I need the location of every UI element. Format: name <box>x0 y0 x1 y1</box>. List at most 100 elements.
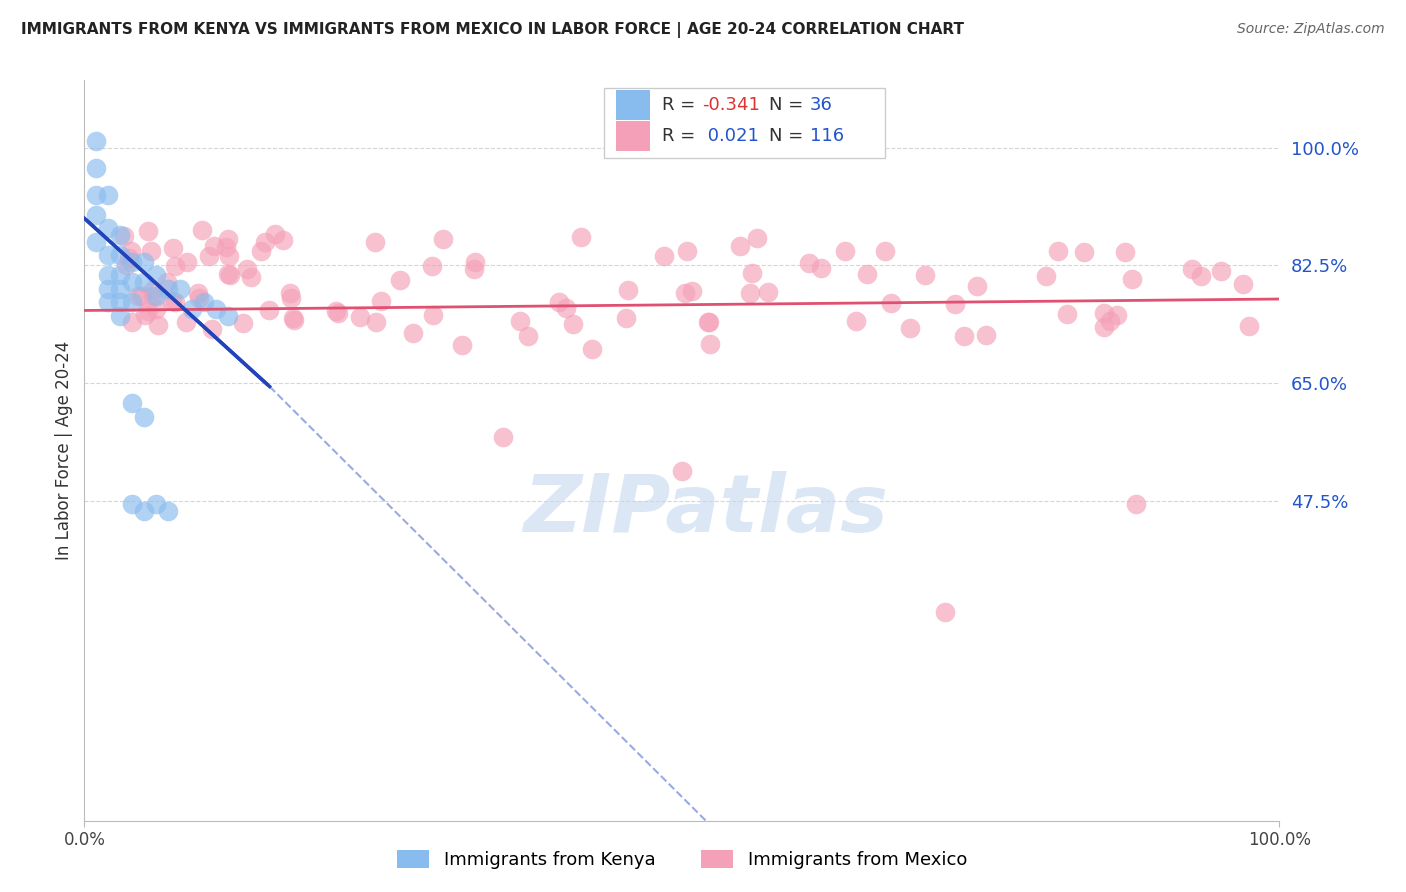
Point <box>193 295 215 310</box>
Point <box>1121 272 1143 286</box>
Point <box>283 310 305 325</box>
Point <box>614 310 637 325</box>
Point <box>217 232 239 246</box>
Point <box>1209 264 1232 278</box>
Point <box>127 289 149 303</box>
Point <box>451 338 474 352</box>
Point <box>616 283 638 297</box>
Text: R =: R = <box>662 95 700 113</box>
Point <box>676 244 699 258</box>
Point <box>121 295 143 310</box>
Point <box>1232 277 1254 292</box>
Point <box>198 249 221 263</box>
Point <box>856 267 879 281</box>
Point <box>139 244 162 259</box>
Point <box>110 309 132 323</box>
Point <box>555 301 578 315</box>
Point <box>432 232 454 246</box>
Point <box>97 282 120 296</box>
Point <box>492 430 515 444</box>
Point <box>240 269 263 284</box>
Point <box>283 313 305 327</box>
Point <box>738 286 761 301</box>
Point <box>1189 269 1212 284</box>
Point <box>271 233 294 247</box>
Point <box>1098 314 1121 328</box>
Point <box>873 244 896 259</box>
Point <box>112 229 135 244</box>
Point <box>115 258 138 272</box>
Text: -0.341: -0.341 <box>702 95 761 113</box>
Point <box>264 227 287 242</box>
Point <box>162 293 184 308</box>
Point <box>232 316 254 330</box>
Point <box>681 284 703 298</box>
Point <box>131 289 153 303</box>
Point <box>1046 244 1069 259</box>
Point <box>1181 261 1204 276</box>
Point <box>943 297 966 311</box>
Point <box>187 286 209 301</box>
Point <box>236 262 259 277</box>
Point <box>756 285 779 299</box>
Point <box>953 328 976 343</box>
Point <box>215 240 238 254</box>
Text: IMMIGRANTS FROM KENYA VS IMMIGRANTS FROM MEXICO IN LABOR FORCE | AGE 20-24 CORRE: IMMIGRANTS FROM KENYA VS IMMIGRANTS FROM… <box>21 22 965 38</box>
Point <box>1114 245 1136 260</box>
Point <box>97 268 120 283</box>
Point <box>145 302 167 317</box>
Point <box>110 248 132 262</box>
Text: N =: N = <box>769 95 808 113</box>
Point <box>1073 244 1095 259</box>
Point <box>280 291 302 305</box>
Bar <box>616 121 650 151</box>
Point <box>121 255 143 269</box>
Point <box>157 504 180 518</box>
Point <box>370 293 392 308</box>
Point <box>145 288 167 302</box>
Point <box>142 289 165 303</box>
Point <box>747 231 769 245</box>
Point <box>86 134 108 148</box>
Point <box>136 224 159 238</box>
Point <box>157 282 180 296</box>
Point <box>136 303 159 318</box>
Text: ZIPatlas: ZIPatlas <box>523 471 889 549</box>
Point <box>934 605 956 619</box>
Point <box>364 315 387 329</box>
Point <box>121 497 143 511</box>
Point <box>121 396 143 410</box>
Text: N =: N = <box>769 127 808 145</box>
Point <box>389 273 412 287</box>
Point <box>134 308 156 322</box>
Point <box>349 310 371 324</box>
Point <box>1056 307 1078 321</box>
Point <box>97 221 120 235</box>
Point <box>259 302 281 317</box>
Point <box>463 262 485 277</box>
Point <box>516 328 538 343</box>
Point <box>121 275 143 289</box>
Point <box>110 282 132 296</box>
Point <box>218 249 240 263</box>
Point <box>97 295 120 310</box>
Text: 36: 36 <box>810 95 832 113</box>
Point <box>278 286 301 301</box>
Point <box>169 282 191 296</box>
Point <box>728 238 751 252</box>
Point <box>879 296 901 310</box>
Point <box>562 317 585 331</box>
Point <box>799 255 821 269</box>
Text: 0.021: 0.021 <box>702 127 759 145</box>
Point <box>191 222 214 236</box>
Point <box>174 315 197 329</box>
Point <box>163 294 186 309</box>
Point <box>163 260 186 274</box>
Point <box>86 235 108 249</box>
Point <box>810 260 832 275</box>
Point <box>966 279 988 293</box>
Point <box>1237 319 1260 334</box>
Point <box>217 309 239 323</box>
Point <box>364 235 387 249</box>
Point <box>914 268 936 282</box>
